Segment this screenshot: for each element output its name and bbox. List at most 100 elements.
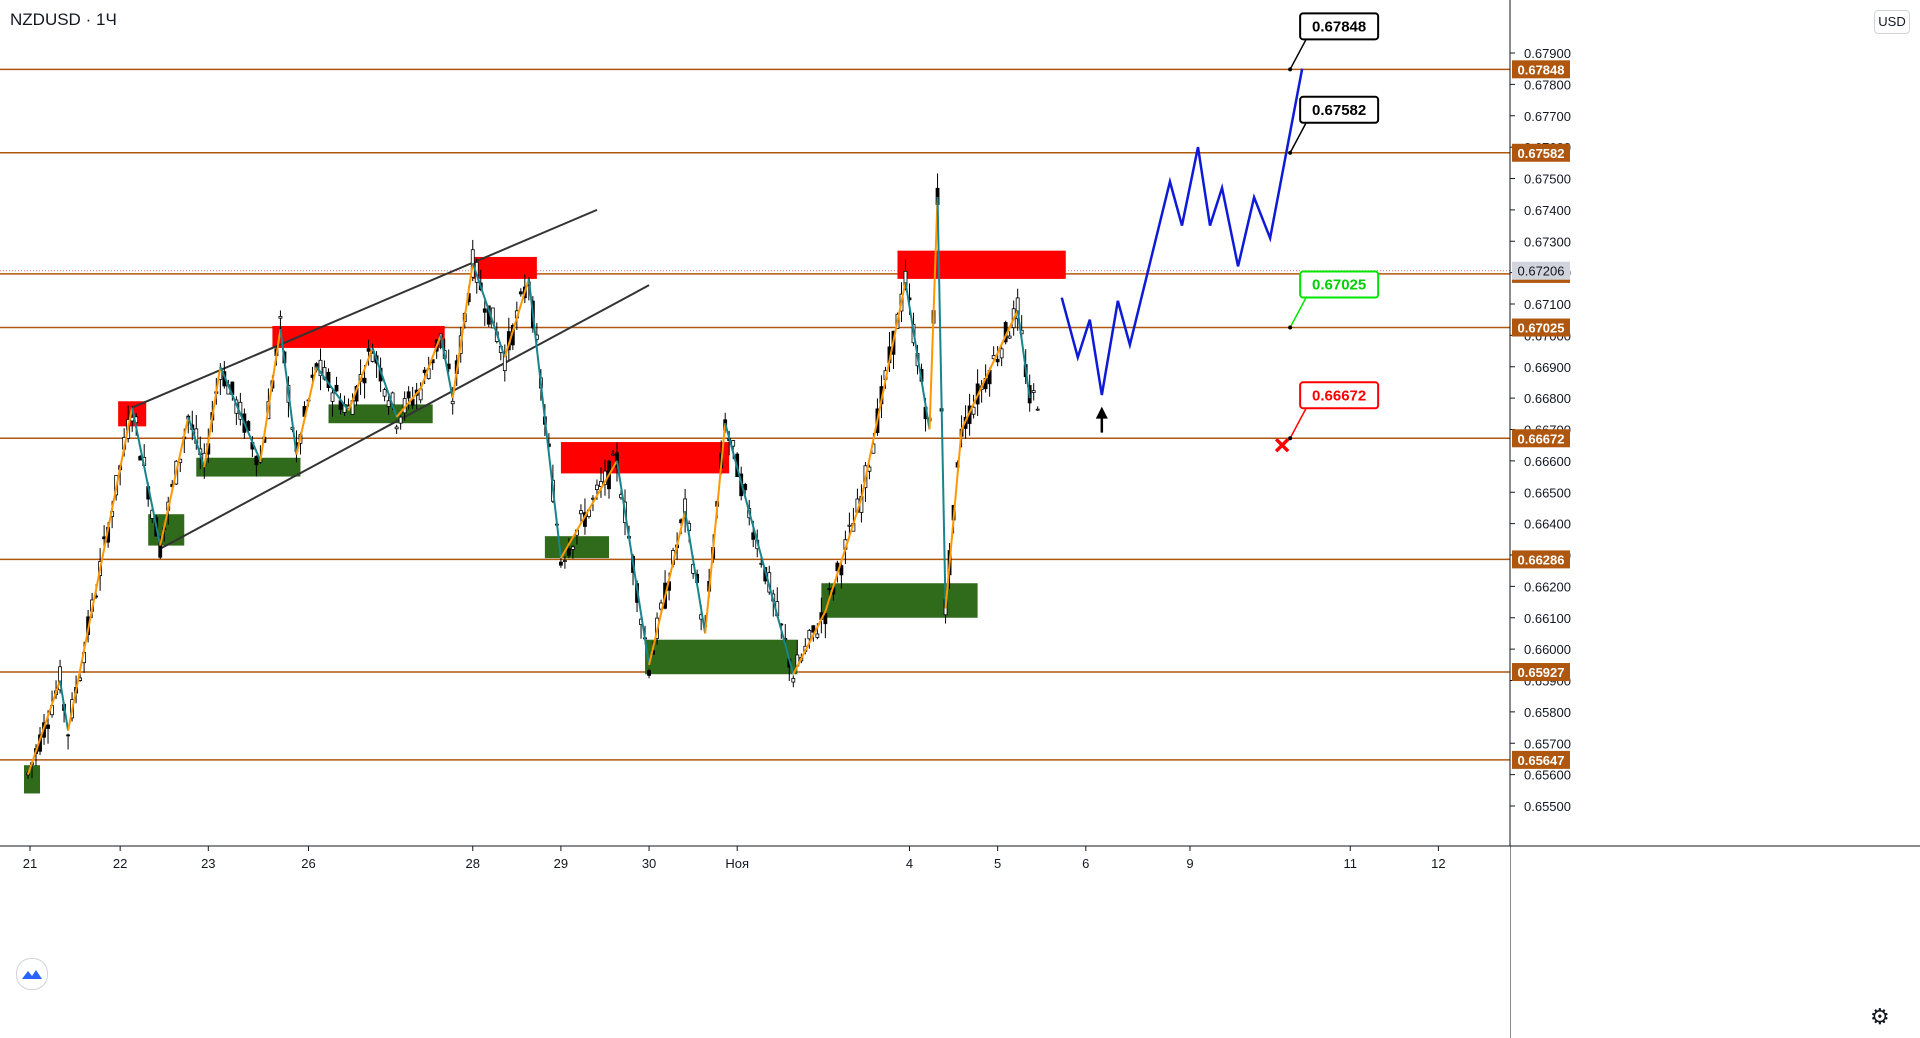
candle-body <box>1007 335 1012 339</box>
level-axis-badge <box>1512 750 1570 769</box>
callout-box[interactable] <box>1299 381 1380 410</box>
callout-box[interactable] <box>1299 95 1380 124</box>
candle-body <box>807 630 812 640</box>
price-tick-label: 0.66600 <box>1524 454 1571 469</box>
zigzag-segment <box>419 335 442 390</box>
zigzag-segment <box>503 278 530 358</box>
projection-path[interactable] <box>1060 68 1304 396</box>
candle-body <box>278 316 283 319</box>
level-axis-badge <box>1512 143 1570 162</box>
candle-body <box>394 426 399 430</box>
callout-box[interactable] <box>1299 12 1380 41</box>
zigzag-segment <box>704 423 727 634</box>
time-tick-label: 11 <box>1343 856 1357 871</box>
demand-zone[interactable] <box>645 639 798 675</box>
callout-pointer <box>1289 38 1307 70</box>
price-tick-label: 0.67900 <box>1524 46 1571 61</box>
price-axis-bg <box>1510 0 1920 1038</box>
price-tick-label: 0.65800 <box>1524 705 1571 720</box>
time-axis-bg <box>0 846 1510 1038</box>
price-tick-label: 0.67700 <box>1524 109 1571 124</box>
gear-icon[interactable]: ⚙ <box>1870 1004 1890 1029</box>
symbol-label[interactable]: NZDUSD · 1Ч <box>10 10 117 30</box>
supply-zone[interactable] <box>472 256 537 279</box>
time-tick-label: 29 <box>554 856 568 871</box>
zigzag-segment <box>439 335 454 399</box>
candle-body <box>999 348 1004 359</box>
level-axis-label: 0.67582 <box>1518 146 1565 161</box>
candle-body <box>254 455 259 466</box>
candle-body <box>66 734 70 737</box>
level-axis-label: 0.66286 <box>1518 552 1565 567</box>
zigzag-segment <box>792 611 827 675</box>
zigzag-segment <box>59 680 70 731</box>
channel-line[interactable] <box>131 208 598 409</box>
level-axis-badge <box>1512 550 1570 569</box>
candle-body <box>751 532 756 540</box>
zigzag-segment <box>159 416 190 546</box>
price-tick-label: 0.65700 <box>1524 736 1571 751</box>
candle-body <box>995 358 1000 363</box>
supply-zone[interactable] <box>272 325 445 348</box>
demand-zone[interactable] <box>328 404 433 424</box>
candle-body <box>611 453 615 456</box>
callout-box[interactable] <box>1299 270 1380 299</box>
demand-zone[interactable] <box>821 583 978 618</box>
zigzag-segment <box>395 388 422 418</box>
candle-body <box>502 355 507 372</box>
candle-body <box>683 498 688 518</box>
candle-body <box>398 416 403 424</box>
zigzag-segment <box>203 366 222 468</box>
zigzag-segment <box>295 366 318 455</box>
price-tick-label: 0.66200 <box>1524 579 1571 594</box>
callout-anchor <box>1288 325 1293 330</box>
candle-body <box>731 440 736 447</box>
price-tick-label: 0.67300 <box>1524 234 1571 249</box>
symbol-separator: · <box>85 10 92 29</box>
zigzag-segment <box>27 680 62 775</box>
price-tick-label: 0.65500 <box>1524 799 1571 814</box>
callout-label: 0.67582 <box>1312 102 1366 119</box>
zigzag-segment <box>527 278 562 559</box>
zigzag-segment <box>259 328 282 462</box>
price-tick-label: 0.66800 <box>1524 391 1571 406</box>
time-tick-label: 4 <box>906 856 913 871</box>
candle-body <box>647 670 651 676</box>
zigzag-segment <box>451 263 474 399</box>
candle-body <box>386 400 391 407</box>
level-axis-label: 0.65647 <box>1518 753 1565 768</box>
currency-button[interactable]: USD <box>1874 10 1910 34</box>
time-tick-label: 21 <box>23 856 37 871</box>
zigzag-segment <box>936 197 947 609</box>
candle-body <box>599 481 603 487</box>
symbol-interval: 1Ч <box>95 10 117 29</box>
level-axis-label: 0.66672 <box>1518 431 1565 446</box>
candle-body <box>563 560 567 562</box>
candle-body <box>743 483 748 491</box>
callout-label: 0.67025 <box>1312 277 1366 294</box>
up-arrow-head-icon <box>1095 406 1108 419</box>
price-tick-label: 0.66000 <box>1524 642 1571 657</box>
current-price-badge <box>1512 261 1570 280</box>
logo-icon[interactable] <box>16 958 48 990</box>
zigzag-segment <box>315 366 350 412</box>
time-tick-label: 22 <box>113 856 127 871</box>
candle-body <box>406 391 411 399</box>
supply-zone[interactable] <box>560 442 730 474</box>
zigzag-segment <box>1016 310 1031 399</box>
price-tick-label: 0.67500 <box>1524 172 1571 187</box>
level-axis-label: 0.67025 <box>1518 321 1565 336</box>
zigzag-segment <box>67 407 134 731</box>
time-tick-label: Ноя <box>725 856 749 871</box>
level-axis-badge <box>1512 318 1570 337</box>
level-axis-label: 0.65927 <box>1518 665 1565 680</box>
demand-zone[interactable] <box>196 457 301 477</box>
callout-label: 0.66672 <box>1312 387 1366 404</box>
time-tick-label: 30 <box>642 856 656 871</box>
price-tick-label: 0.67400 <box>1524 203 1571 218</box>
zigzag-segment <box>928 197 939 430</box>
supply-zone[interactable] <box>897 250 1066 279</box>
zigzag-segment <box>279 328 298 455</box>
zigzag-segment <box>471 262 506 358</box>
